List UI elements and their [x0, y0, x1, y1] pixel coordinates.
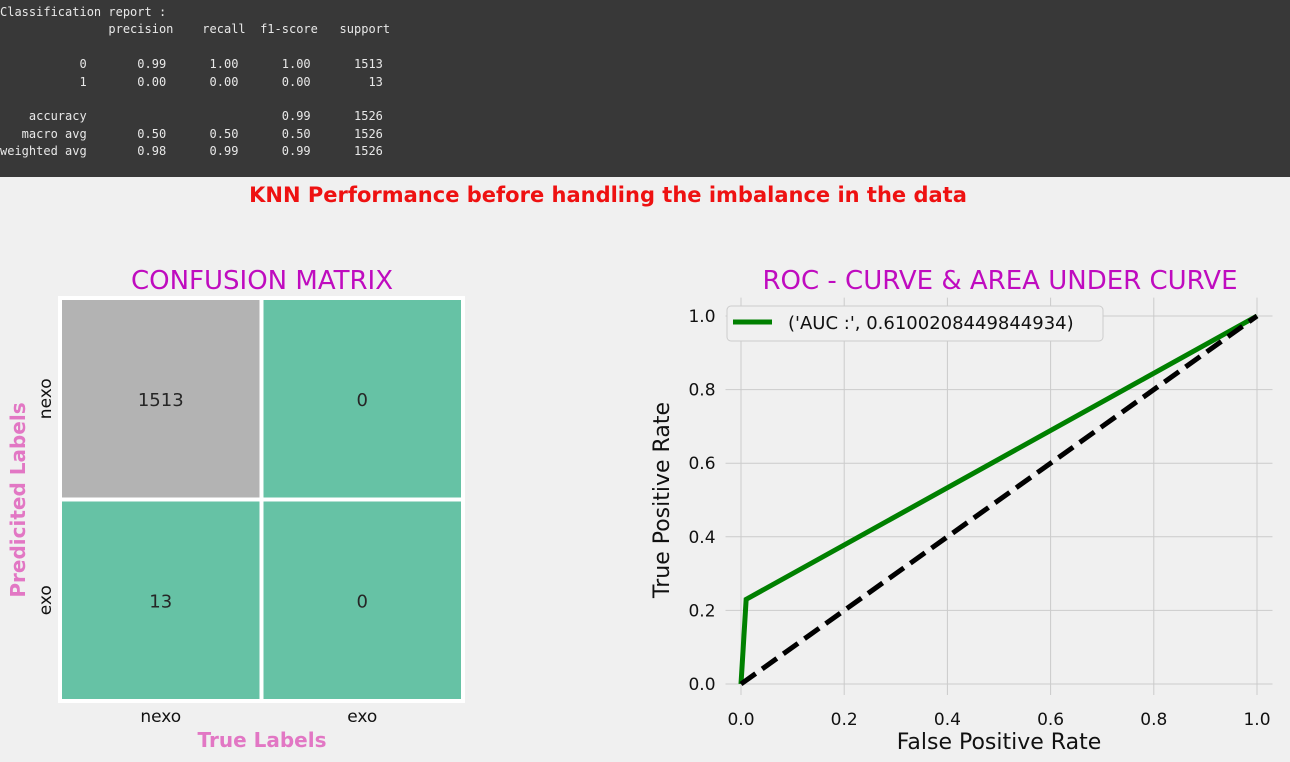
roc-title: ROC - CURVE & AREA UNDER CURVE — [762, 266, 1237, 296]
confusion-matrix-xlabel: True Labels — [198, 728, 327, 752]
roc-x-tick: 0.0 — [727, 710, 754, 730]
confusion-cell-value: 0 — [357, 390, 368, 411]
report-line: accuracy 0.99 1526 — [0, 109, 383, 124]
confusion-cell-value: 0 — [357, 591, 368, 612]
roc-y-tick: 0.2 — [688, 601, 715, 621]
report-line: 1 0.00 0.00 0.00 13 — [0, 74, 383, 89]
roc-x-tick: 1.0 — [1243, 710, 1270, 730]
roc-diagonal-line — [739, 313, 1259, 687]
confusion-cell — [58, 296, 264, 502]
roc-x-tick: 0.2 — [831, 710, 858, 730]
roc-y-tick: 1.0 — [688, 307, 715, 327]
roc-xlabel: False Positive Rate — [897, 730, 1101, 755]
roc-x-tick: 0.6 — [1037, 710, 1064, 730]
roc-x-tick: 0.8 — [1140, 710, 1167, 730]
confusion-cell-value: 13 — [149, 591, 172, 612]
confusion-cell — [259, 497, 465, 703]
roc-x-tick: 0.4 — [934, 710, 961, 730]
roc-ylabel: True Positive Rate — [650, 402, 675, 599]
confusion-cell — [259, 296, 465, 502]
confusion-x-tick: exo — [347, 707, 377, 727]
roc-y-tick: 0.8 — [688, 381, 715, 401]
confusion-matrix-ylabel: Predicited Labels — [6, 402, 30, 597]
roc-curve-line — [738, 313, 1259, 685]
report-line: macro avg 0.50 0.50 0.50 1526 — [0, 126, 383, 141]
roc-y-tick: 0.6 — [688, 454, 715, 474]
roc-y-tick: 0.0 — [688, 675, 715, 695]
classification-report: Classification report : precision recall… — [0, 0, 1290, 177]
roc-legend: ('AUC :', 0.6100208449844934) — [726, 305, 1104, 342]
confusion-y-tick: exo — [36, 585, 56, 615]
confusion-cell-value: 1513 — [138, 390, 184, 411]
figure-suptitle: KNN Performance before handling the imba… — [249, 183, 967, 207]
confusion-y-tick: nexo — [36, 378, 56, 419]
legend-label-auc: ('AUC :', 0.6100208449844934) — [788, 313, 1074, 334]
confusion-x-tick: nexo — [140, 707, 181, 727]
report-line: 0 0.99 1.00 1.00 1513 — [0, 57, 383, 72]
report-line: weighted avg 0.98 0.99 0.99 1526 — [0, 144, 383, 159]
report-line: precision recall f1-score support — [0, 22, 391, 37]
legend-box — [726, 305, 1104, 342]
roc-y-tick: 0.4 — [688, 528, 715, 548]
report-line: Classification report : — [0, 5, 167, 19]
confusion-matrix-title: CONFUSION MATRIX — [131, 266, 393, 296]
